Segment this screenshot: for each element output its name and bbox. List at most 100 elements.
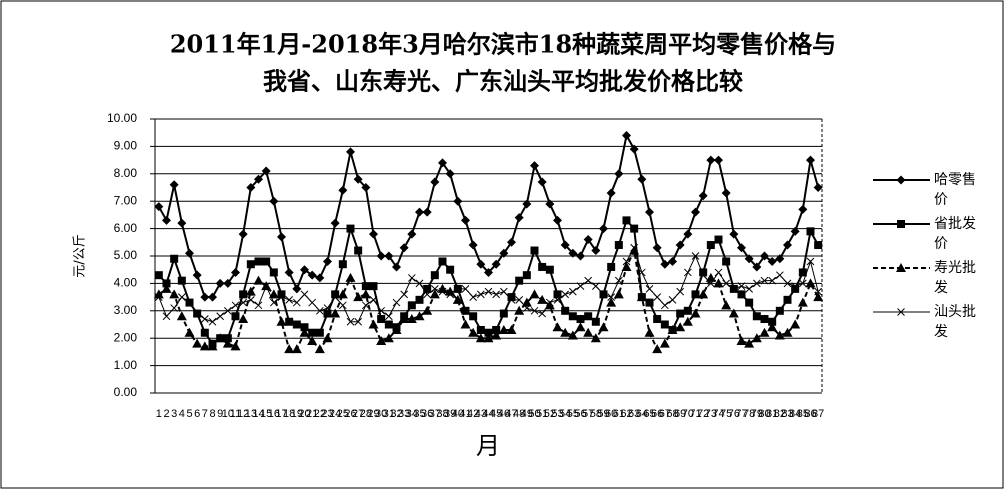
- square-marker: [768, 317, 777, 326]
- cross-marker: [714, 268, 723, 277]
- square-marker: [722, 257, 731, 266]
- diamond-marker: [729, 229, 739, 239]
- y-tick-label: 5.00: [114, 248, 138, 262]
- diamond-marker: [399, 243, 409, 253]
- x-tick-label: 26: [344, 408, 356, 420]
- x-tick-label: 77: [735, 408, 747, 420]
- triangle-marker: [682, 316, 693, 326]
- triangle-marker: [192, 338, 203, 348]
- triangle-marker: [728, 308, 739, 318]
- cross-marker: [614, 276, 623, 285]
- cross-marker: [729, 285, 738, 293]
- x-tick-label: 81: [766, 408, 778, 420]
- square-marker: [683, 306, 692, 315]
- cross-marker: [645, 285, 654, 293]
- x-tick-label: 20: [298, 408, 310, 420]
- x-tick-label: 87: [812, 408, 824, 420]
- square-marker: [446, 265, 455, 274]
- cross-marker: [476, 290, 485, 299]
- square-marker: [438, 257, 447, 266]
- square-marker: [415, 295, 424, 304]
- cross-marker: [415, 279, 424, 288]
- diamond-marker: [422, 207, 432, 217]
- square-marker: [568, 312, 577, 321]
- square-marker: [653, 315, 662, 324]
- diamond-marker: [683, 229, 693, 239]
- x-tick-label: 85: [797, 408, 809, 420]
- triangle-marker: [736, 335, 747, 345]
- triangle-marker: [514, 305, 525, 315]
- triangle-marker: [506, 324, 517, 334]
- y-tick-label: 2.00: [114, 330, 138, 344]
- x-tick-label: 7: [202, 408, 208, 420]
- triangle-marker: [675, 322, 686, 332]
- x-tick-label: 58: [590, 408, 602, 420]
- square-marker: [660, 320, 669, 329]
- diamond-marker: [530, 161, 539, 171]
- square-marker: [154, 271, 163, 280]
- x-tick-label: 86: [804, 408, 816, 420]
- x-tick-label: 80: [758, 408, 770, 420]
- y-tick-label: 0.00: [114, 385, 138, 399]
- diamond-marker: [177, 218, 187, 228]
- x-tick-label: 83: [781, 408, 793, 420]
- legend-label: 汕头批发: [934, 304, 976, 340]
- diamond-marker: [484, 267, 493, 277]
- square-marker: [714, 235, 723, 244]
- square-marker: [775, 306, 784, 315]
- square-marker: [645, 298, 654, 307]
- square-marker: [607, 262, 616, 271]
- x-tick-label: 17: [275, 408, 287, 420]
- triangle-marker: [751, 333, 762, 343]
- diamond-marker: [568, 248, 578, 258]
- triangle-marker: [790, 319, 801, 329]
- x-tick-label: 1: [156, 408, 162, 420]
- diamond-marker: [637, 174, 647, 184]
- square-marker: [752, 312, 761, 321]
- triangle-marker: [383, 333, 394, 343]
- triangle-marker: [322, 333, 333, 343]
- cross-marker: [338, 301, 347, 310]
- cross-marker: [154, 293, 163, 301]
- square-marker: [162, 279, 171, 288]
- cross-marker: [369, 295, 378, 304]
- x-tick-label: 5: [186, 408, 192, 420]
- triangle-marker: [368, 319, 379, 329]
- triangle-marker: [238, 314, 249, 324]
- cross-marker: [162, 312, 171, 321]
- square-marker: [614, 241, 623, 250]
- diamond-marker: [767, 256, 777, 266]
- triangle-marker: [276, 316, 287, 326]
- x-tick-label: 74: [712, 408, 724, 420]
- x-tick-label: 33: [398, 408, 410, 420]
- diamond-marker: [208, 292, 217, 302]
- diamond-marker: [269, 196, 279, 206]
- square-marker: [538, 262, 547, 271]
- x-axis-label: 月: [476, 432, 500, 460]
- square-marker: [515, 276, 524, 285]
- diamond-marker: [896, 175, 906, 185]
- square-marker: [338, 260, 347, 269]
- diamond-marker: [338, 185, 348, 195]
- x-tick-label: 75: [720, 408, 732, 420]
- triangle-marker: [460, 319, 471, 329]
- square-marker: [492, 325, 501, 334]
- x-tick-label: 41: [459, 408, 471, 420]
- x-tick-label: 46: [498, 408, 510, 420]
- square-marker: [561, 306, 570, 315]
- triangle-marker: [483, 333, 494, 343]
- square-marker: [630, 224, 639, 233]
- diamond-marker: [223, 278, 233, 288]
- x-tick-label: 15: [260, 408, 272, 420]
- x-tick-label: 38: [436, 408, 448, 420]
- cross-marker: [285, 295, 294, 304]
- x-tick-label: 42: [467, 408, 479, 420]
- x-tick-label: 23: [321, 408, 333, 420]
- square-marker: [170, 254, 179, 263]
- diamond-marker: [706, 155, 716, 165]
- x-tick-label: 44: [482, 408, 494, 420]
- diamond-marker: [783, 240, 792, 250]
- triangle-marker: [537, 294, 548, 304]
- triangle-marker: [521, 297, 532, 307]
